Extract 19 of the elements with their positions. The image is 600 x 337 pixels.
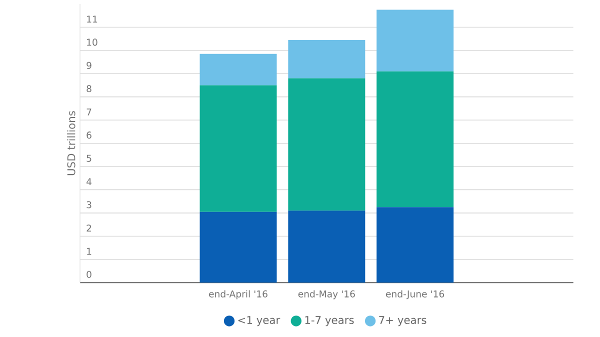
y-tick-label: 9 (86, 62, 92, 69)
y-tick-label: 5 (86, 154, 92, 162)
legend-label: <1 year (238, 316, 280, 326)
y-tick-label: 4 (86, 178, 92, 185)
x-tick-label: end-June '16 (386, 290, 444, 300)
x-tick-label: end-April '16 (209, 290, 268, 300)
y-tick-label: 10 (87, 38, 98, 46)
y-axis-title: USD trillions (67, 110, 76, 175)
y-tick-label: 3 (86, 201, 92, 208)
y-tick-label: 7 (86, 108, 92, 116)
x-tick-label: end-May '16 (298, 290, 355, 300)
legend-label: 1-7 years (305, 316, 354, 326)
y-tick-label: 0 (86, 270, 92, 278)
legend-label: 7+ years (379, 316, 426, 326)
y-tick-label: 1 (87, 248, 92, 255)
y-tick-label: 6 (86, 131, 92, 138)
y-tick-label: 11 (87, 16, 98, 22)
y-tick-label: 2 (86, 224, 92, 232)
y-tick-label: 8 (86, 84, 92, 92)
